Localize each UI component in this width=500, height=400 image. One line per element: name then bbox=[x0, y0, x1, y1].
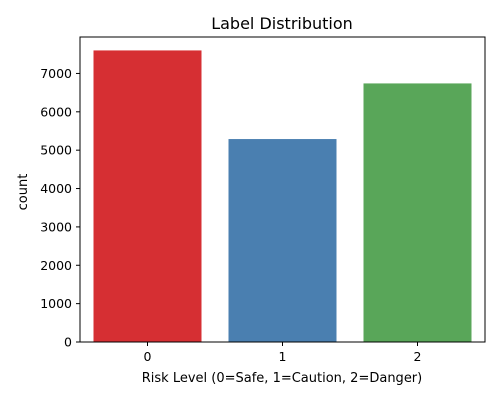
y-axis-label: count bbox=[16, 174, 31, 211]
chart-title: Label Distribution bbox=[211, 14, 353, 33]
y-tick-label: 1000 bbox=[40, 296, 72, 311]
ticks-layer: 0 1000 2000 3000 4000 5000 6000 7000 0 1 2 bbox=[40, 66, 421, 364]
y-tick-label: 7000 bbox=[40, 66, 72, 81]
y-tick-label: 0 bbox=[64, 335, 72, 350]
y-tick-label: 2000 bbox=[40, 258, 72, 273]
bar-2 bbox=[363, 83, 472, 342]
x-tick-label: 0 bbox=[144, 349, 152, 364]
bar-0 bbox=[93, 50, 202, 342]
x-tick-label: 2 bbox=[414, 349, 422, 364]
x-tick-label: 1 bbox=[279, 349, 287, 364]
bars-layer bbox=[93, 50, 472, 342]
bar-1 bbox=[228, 139, 337, 342]
y-tick-label: 4000 bbox=[40, 181, 72, 196]
y-tick-label: 3000 bbox=[40, 219, 72, 234]
y-tick-label: 6000 bbox=[40, 104, 72, 119]
y-tick-label: 5000 bbox=[40, 143, 72, 158]
x-axis-label: Risk Level (0=Safe, 1=Caution, 2=Danger) bbox=[142, 371, 422, 386]
